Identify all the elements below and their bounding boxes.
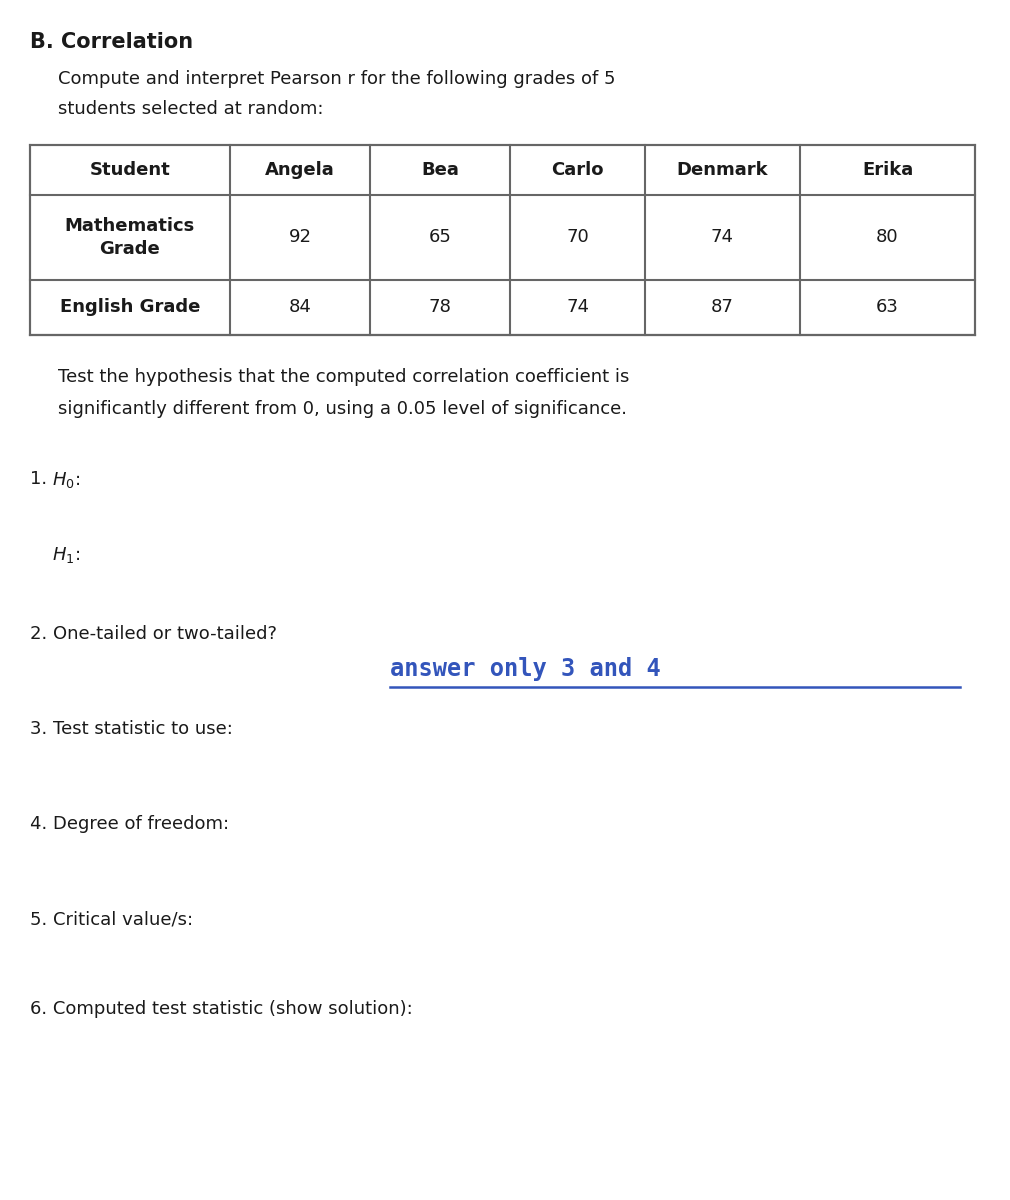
Text: 2. One-tailed or two-tailed?: 2. One-tailed or two-tailed? xyxy=(30,625,277,643)
Text: 63: 63 xyxy=(876,299,899,317)
Text: Angela: Angela xyxy=(265,161,335,179)
Text: Compute and interpret Pearson r for the following grades of 5: Compute and interpret Pearson r for the … xyxy=(58,70,615,88)
Text: Student: Student xyxy=(90,161,171,179)
Text: 84: 84 xyxy=(289,299,311,317)
Text: 5. Critical value/s:: 5. Critical value/s: xyxy=(30,910,193,928)
Text: 78: 78 xyxy=(428,299,451,317)
Text: 65: 65 xyxy=(428,228,451,246)
Text: 1.: 1. xyxy=(30,470,53,488)
Text: 70: 70 xyxy=(567,228,589,246)
Text: 3. Test statistic to use:: 3. Test statistic to use: xyxy=(30,720,233,738)
Bar xyxy=(30,145,975,335)
Text: 4. Degree of freedom:: 4. Degree of freedom: xyxy=(30,815,229,833)
Text: significantly different from 0, using a 0.05 level of significance.: significantly different from 0, using a … xyxy=(58,400,627,418)
Text: English Grade: English Grade xyxy=(60,299,200,317)
Text: 87: 87 xyxy=(711,299,734,317)
Text: 92: 92 xyxy=(289,228,311,246)
Text: 74: 74 xyxy=(711,228,734,246)
Text: Bea: Bea xyxy=(421,161,459,179)
Text: 6. Computed test statistic (show solution):: 6. Computed test statistic (show solutio… xyxy=(30,1000,413,1018)
Text: Denmark: Denmark xyxy=(677,161,769,179)
Text: Test the hypothesis that the computed correlation coefficient is: Test the hypothesis that the computed co… xyxy=(58,368,629,386)
Text: $H_1$:: $H_1$: xyxy=(52,545,80,565)
Text: students selected at random:: students selected at random: xyxy=(58,100,323,118)
Text: 74: 74 xyxy=(566,299,589,317)
Text: 80: 80 xyxy=(877,228,899,246)
Text: B. Correlation: B. Correlation xyxy=(30,32,193,52)
Text: $H_0$:: $H_0$: xyxy=(52,470,80,490)
Text: Carlo: Carlo xyxy=(551,161,604,179)
Text: Mathematics
Grade: Mathematics Grade xyxy=(65,217,195,258)
Text: Erika: Erika xyxy=(862,161,913,179)
Text: answer only 3 and 4: answer only 3 and 4 xyxy=(390,658,661,680)
